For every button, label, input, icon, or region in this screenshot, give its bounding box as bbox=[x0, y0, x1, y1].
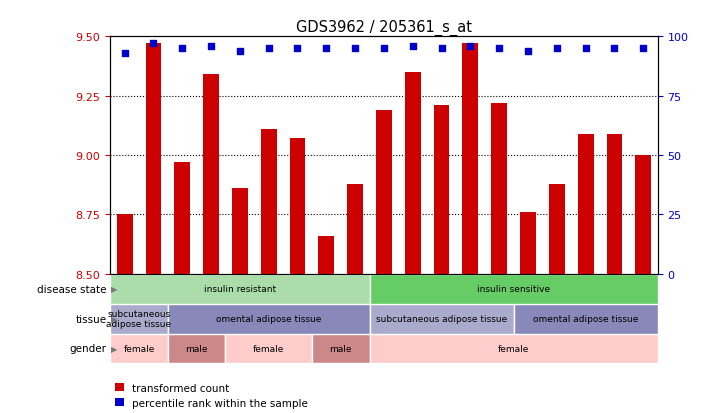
Bar bbox=[312, 334, 370, 363]
Title: GDS3962 / 205361_s_at: GDS3962 / 205361_s_at bbox=[296, 20, 472, 36]
Bar bbox=[520, 213, 536, 274]
Bar bbox=[376, 111, 392, 274]
Point bbox=[523, 48, 534, 55]
Bar bbox=[370, 334, 658, 363]
Point bbox=[321, 46, 332, 52]
Point bbox=[263, 46, 274, 52]
Bar bbox=[110, 304, 168, 334]
Bar bbox=[347, 184, 363, 274]
Point bbox=[436, 46, 447, 52]
Bar bbox=[232, 189, 248, 274]
Bar bbox=[110, 334, 168, 363]
Point bbox=[407, 43, 419, 50]
Text: male: male bbox=[186, 344, 208, 353]
Point bbox=[205, 43, 217, 50]
Point bbox=[234, 48, 245, 55]
Point bbox=[638, 46, 649, 52]
Bar bbox=[261, 130, 277, 274]
Bar bbox=[289, 139, 306, 274]
Bar bbox=[319, 236, 334, 274]
Point bbox=[148, 41, 159, 47]
Text: insulin sensitive: insulin sensitive bbox=[477, 285, 550, 294]
Point bbox=[292, 46, 303, 52]
Text: female: female bbox=[253, 344, 284, 353]
Text: insulin resistant: insulin resistant bbox=[204, 285, 276, 294]
Bar bbox=[225, 334, 312, 363]
Point bbox=[551, 46, 562, 52]
Bar bbox=[117, 215, 132, 274]
Bar bbox=[168, 304, 370, 334]
Text: subcutaneous
adipose tissue: subcutaneous adipose tissue bbox=[107, 309, 171, 328]
Bar bbox=[578, 134, 594, 274]
Point bbox=[349, 46, 360, 52]
Bar bbox=[636, 156, 651, 274]
Bar bbox=[168, 334, 225, 363]
Bar bbox=[606, 134, 622, 274]
Bar bbox=[203, 75, 219, 274]
Bar bbox=[146, 44, 161, 274]
Bar bbox=[370, 304, 513, 334]
Point bbox=[465, 43, 476, 50]
Text: ▶: ▶ bbox=[111, 344, 117, 353]
Legend: transformed count, percentile rank within the sample: transformed count, percentile rank withi… bbox=[115, 383, 308, 408]
Bar bbox=[513, 304, 658, 334]
Text: disease state: disease state bbox=[37, 284, 107, 294]
Text: female: female bbox=[498, 344, 529, 353]
Bar bbox=[405, 73, 421, 274]
Bar bbox=[462, 44, 479, 274]
Text: ▶: ▶ bbox=[111, 285, 117, 294]
Point bbox=[580, 46, 592, 52]
Bar bbox=[491, 104, 507, 274]
Text: tissue: tissue bbox=[75, 314, 107, 324]
Text: omental adipose tissue: omental adipose tissue bbox=[216, 314, 321, 323]
Point bbox=[609, 46, 620, 52]
Text: gender: gender bbox=[70, 344, 107, 354]
Point bbox=[176, 46, 188, 52]
Bar bbox=[110, 274, 370, 304]
Text: female: female bbox=[123, 344, 155, 353]
Point bbox=[119, 50, 130, 57]
Bar bbox=[549, 184, 565, 274]
Text: male: male bbox=[329, 344, 352, 353]
Bar bbox=[370, 274, 658, 304]
Text: subcutaneous adipose tissue: subcutaneous adipose tissue bbox=[376, 314, 507, 323]
Bar bbox=[174, 163, 190, 274]
Bar bbox=[434, 106, 449, 274]
Point bbox=[493, 46, 505, 52]
Text: ▶: ▶ bbox=[111, 314, 117, 323]
Point bbox=[378, 46, 390, 52]
Text: omental adipose tissue: omental adipose tissue bbox=[533, 314, 638, 323]
